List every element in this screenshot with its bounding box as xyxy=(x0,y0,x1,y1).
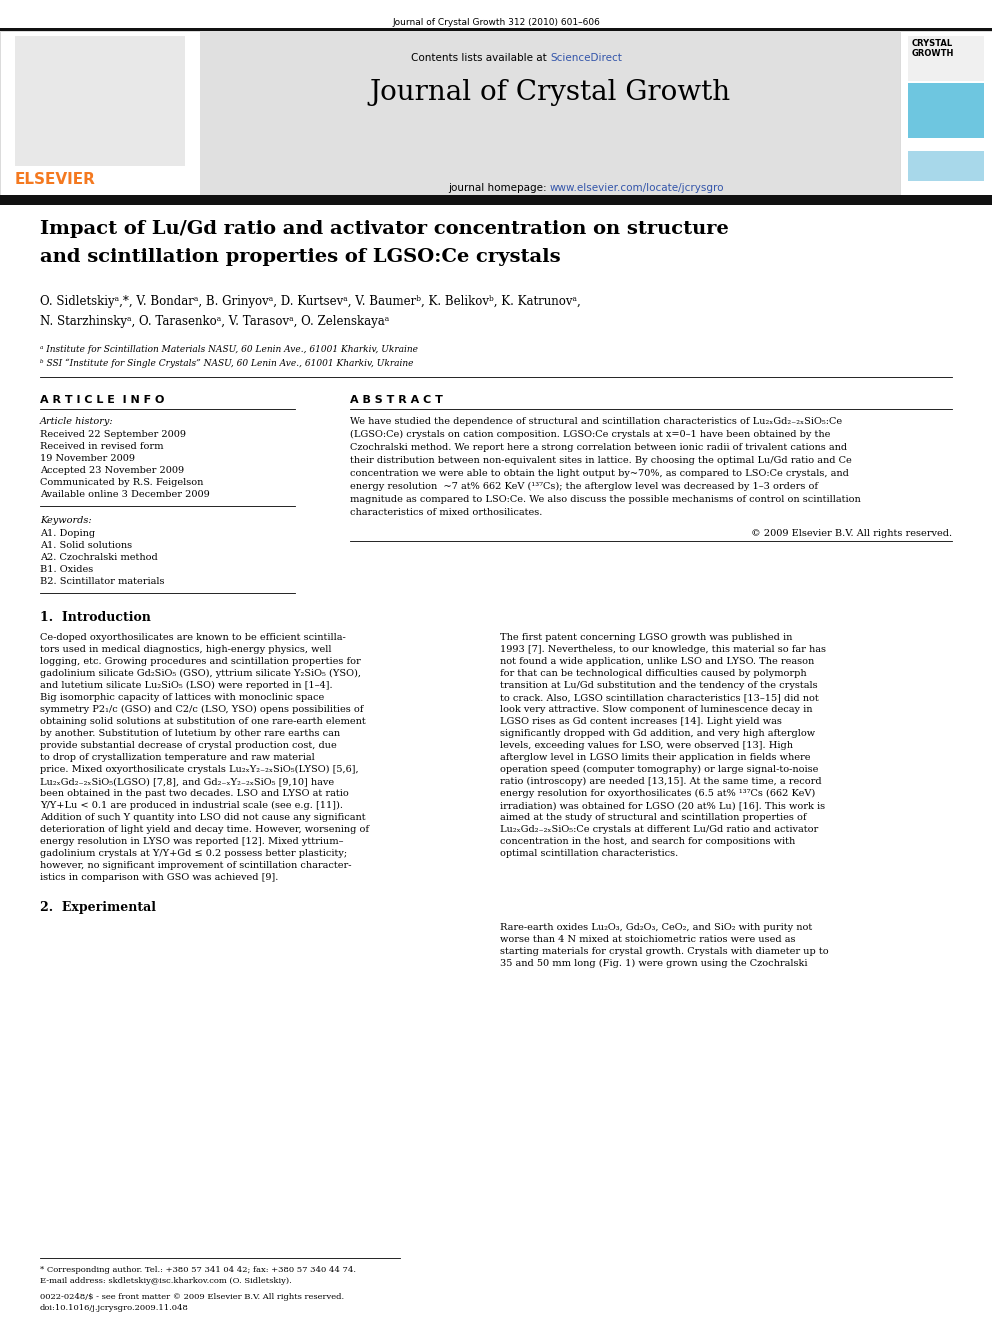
Text: Rare-earth oxides Lu₂O₃, Gd₂O₃, CeO₂, and SiO₂ with purity not: Rare-earth oxides Lu₂O₃, Gd₂O₃, CeO₂, an… xyxy=(500,923,812,931)
Text: E-mail address: skdletskiy@isc.kharkov.com (O. Sidletskiy).: E-mail address: skdletskiy@isc.kharkov.c… xyxy=(40,1277,292,1285)
Text: We have studied the dependence of structural and scintillation characteristics o: We have studied the dependence of struct… xyxy=(350,417,842,426)
Text: istics in comparison with GSO was achieved [9].: istics in comparison with GSO was achiev… xyxy=(40,873,279,882)
Text: price. Mixed oxyorthosilicate crystals Lu₂ₓY₂₋₂ₓSiO₅(LYSO) [5,6],: price. Mixed oxyorthosilicate crystals L… xyxy=(40,765,359,774)
Bar xyxy=(0,28,992,30)
Text: and lutetium silicate Lu₂SiO₅ (LSO) were reported in [1–4].: and lutetium silicate Lu₂SiO₅ (LSO) were… xyxy=(40,681,332,691)
Bar xyxy=(908,142,984,149)
Text: Keywords:: Keywords: xyxy=(40,516,91,525)
Text: tors used in medical diagnostics, high-energy physics, well: tors used in medical diagnostics, high-e… xyxy=(40,646,331,654)
Text: concentration we were able to obtain the light output by~70%, as compared to LSO: concentration we were able to obtain the… xyxy=(350,468,849,478)
Text: journal homepage:: journal homepage: xyxy=(448,183,550,193)
Text: by another. Substitution of lutetium by other rare earths can: by another. Substitution of lutetium by … xyxy=(40,729,340,738)
Text: Ce-doped oxyorthosilicates are known to be efficient scintilla-: Ce-doped oxyorthosilicates are known to … xyxy=(40,632,346,642)
Bar xyxy=(900,30,992,194)
Text: Accepted 23 November 2009: Accepted 23 November 2009 xyxy=(40,466,185,475)
Bar xyxy=(15,36,185,165)
Text: energy resolution in LYSO was reported [12]. Mixed yttrium–: energy resolution in LYSO was reported [… xyxy=(40,837,343,845)
Text: A1. Solid solutions: A1. Solid solutions xyxy=(40,541,132,550)
Text: obtaining solid solutions at substitution of one rare-earth element: obtaining solid solutions at substitutio… xyxy=(40,717,366,726)
Text: CRYSTAL
GROWTH: CRYSTAL GROWTH xyxy=(912,38,954,58)
Text: Article history:: Article history: xyxy=(40,417,114,426)
Text: The first patent concerning LGSO growth was published in: The first patent concerning LGSO growth … xyxy=(500,632,793,642)
Text: B2. Scintillator materials: B2. Scintillator materials xyxy=(40,577,165,586)
Text: Received 22 September 2009: Received 22 September 2009 xyxy=(40,430,186,439)
Text: deterioration of light yield and decay time. However, worsening of: deterioration of light yield and decay t… xyxy=(40,826,369,833)
Text: Addition of such Y quantity into LSO did not cause any significant: Addition of such Y quantity into LSO did… xyxy=(40,814,366,822)
Text: gadolinium crystals at Y/Y+Gd ≤ 0.2 possess better plasticity;: gadolinium crystals at Y/Y+Gd ≤ 0.2 poss… xyxy=(40,849,347,859)
Text: Received in revised form: Received in revised form xyxy=(40,442,164,451)
Text: ᵇ SSI “Institute for Single Crystals” NASU, 60 Lenin Ave., 61001 Kharkiv, Ukrain: ᵇ SSI “Institute for Single Crystals” NA… xyxy=(40,359,414,368)
Text: energy resolution  ~7 at% 662 KeV (¹³⁷Cs); the afterglow level was decreased by : energy resolution ~7 at% 662 KeV (¹³⁷Cs)… xyxy=(350,482,818,491)
Text: ratio (introscopy) are needed [13,15]. At the same time, a record: ratio (introscopy) are needed [13,15]. A… xyxy=(500,777,821,786)
Text: Y/Y+Lu < 0.1 are produced in industrial scale (see e.g. [11]).: Y/Y+Lu < 0.1 are produced in industrial … xyxy=(40,800,343,810)
Text: irradiation) was obtained for LGSO (20 at% Lu) [16]. This work is: irradiation) was obtained for LGSO (20 a… xyxy=(500,800,825,810)
Text: A R T I C L E  I N F O: A R T I C L E I N F O xyxy=(40,396,165,405)
Text: transition at Lu/Gd substitution and the tendency of the crystals: transition at Lu/Gd substitution and the… xyxy=(500,681,817,691)
Text: energy resolution for oxyorthosilicates (6.5 at% ¹³⁷Cs (662 KeV): energy resolution for oxyorthosilicates … xyxy=(500,789,815,798)
Text: characteristics of mixed orthosilicates.: characteristics of mixed orthosilicates. xyxy=(350,508,543,517)
Text: to drop of crystallization temperature and raw material: to drop of crystallization temperature a… xyxy=(40,753,314,762)
Text: Impact of Lu/Gd ratio and activator concentration on structure: Impact of Lu/Gd ratio and activator conc… xyxy=(40,220,729,238)
Text: * Corresponding author. Tel.: +380 57 341 04 42; fax: +380 57 340 44 74.: * Corresponding author. Tel.: +380 57 34… xyxy=(40,1266,356,1274)
Text: N. Starzhinskyᵃ, O. Tarasenkoᵃ, V. Tarasovᵃ, O. Zelenskayaᵃ: N. Starzhinskyᵃ, O. Tarasenkoᵃ, V. Taras… xyxy=(40,315,389,328)
Text: A B S T R A C T: A B S T R A C T xyxy=(350,396,442,405)
Text: Big isomorphic capacity of lattices with monoclinic space: Big isomorphic capacity of lattices with… xyxy=(40,693,324,703)
Text: B1. Oxides: B1. Oxides xyxy=(40,565,93,574)
Text: Communicated by R.S. Feigelson: Communicated by R.S. Feigelson xyxy=(40,478,203,487)
Text: levels, exceeding values for LSO, were observed [13]. High: levels, exceeding values for LSO, were o… xyxy=(500,741,793,750)
Text: Journal of Crystal Growth 312 (2010) 601–606: Journal of Crystal Growth 312 (2010) 601… xyxy=(392,19,600,26)
Bar xyxy=(908,151,984,181)
Text: ELSEVIER: ELSEVIER xyxy=(15,172,96,187)
Text: and scintillation properties of LGSO:Ce crystals: and scintillation properties of LGSO:Ce … xyxy=(40,247,560,266)
Text: concentration in the host, and search for compositions with: concentration in the host, and search fo… xyxy=(500,837,796,845)
Text: ᵃ Institute for Scintillation Materials NASU, 60 Lenin Ave., 61001 Kharkiv, Ukra: ᵃ Institute for Scintillation Materials … xyxy=(40,345,418,355)
Text: 2.  Experimental: 2. Experimental xyxy=(40,901,156,914)
Text: significantly dropped with Gd addition, and very high afterglow: significantly dropped with Gd addition, … xyxy=(500,729,815,738)
Text: 1.  Introduction: 1. Introduction xyxy=(40,611,151,624)
Text: magnitude as compared to LSO:Ce. We also discuss the possible mechanisms of cont: magnitude as compared to LSO:Ce. We also… xyxy=(350,495,861,504)
Text: gadolinium silicate Gd₂SiO₅ (GSO), yttrium silicate Y₂SiO₅ (YSO),: gadolinium silicate Gd₂SiO₅ (GSO), yttri… xyxy=(40,669,361,679)
Text: worse than 4 N mixed at stoichiometric ratios were used as: worse than 4 N mixed at stoichiometric r… xyxy=(500,935,796,945)
Text: operation speed (computer tomography) or large signal-to-noise: operation speed (computer tomography) or… xyxy=(500,765,818,774)
Text: Lu₂ₓGd₂₋₂ₓSiO₅:Ce crystals at different Lu/Gd ratio and activator: Lu₂ₓGd₂₋₂ₓSiO₅:Ce crystals at different … xyxy=(500,826,818,833)
Text: ScienceDirect: ScienceDirect xyxy=(550,53,622,64)
Text: starting materials for crystal growth. Crystals with diameter up to: starting materials for crystal growth. C… xyxy=(500,947,828,957)
Text: Journal of Crystal Growth: Journal of Crystal Growth xyxy=(369,79,730,106)
Text: www.elsevier.com/locate/jcrysgro: www.elsevier.com/locate/jcrysgro xyxy=(550,183,724,193)
Text: A1. Doping: A1. Doping xyxy=(40,529,95,538)
Bar xyxy=(0,30,200,194)
Text: © 2009 Elsevier B.V. All rights reserved.: © 2009 Elsevier B.V. All rights reserved… xyxy=(751,529,952,538)
Bar xyxy=(0,194,992,205)
Text: 35 and 50 mm long (Fig. 1) were grown using the Czochralski: 35 and 50 mm long (Fig. 1) were grown us… xyxy=(500,959,807,968)
Text: A2. Czochralski method: A2. Czochralski method xyxy=(40,553,158,562)
Text: 19 November 2009: 19 November 2009 xyxy=(40,454,135,463)
Text: been obtained in the past two decades. LSO and LYSO at ratio: been obtained in the past two decades. L… xyxy=(40,789,349,798)
Text: aimed at the study of structural and scintillation properties of: aimed at the study of structural and sci… xyxy=(500,814,806,822)
Text: Contents lists available at: Contents lists available at xyxy=(411,53,550,64)
Bar xyxy=(908,36,984,81)
Text: O. Sidletskiyᵃ,*, V. Bondarᵃ, B. Grinyovᵃ, D. Kurtsevᵃ, V. Baumerᵇ, K. Belikovᵇ,: O. Sidletskiyᵃ,*, V. Bondarᵃ, B. Grinyov… xyxy=(40,295,580,308)
Bar xyxy=(908,83,984,138)
Text: to crack. Also, LGSO scintillation characteristics [13–15] did not: to crack. Also, LGSO scintillation chara… xyxy=(500,693,818,703)
Text: doi:10.1016/j.jcrysgro.2009.11.048: doi:10.1016/j.jcrysgro.2009.11.048 xyxy=(40,1304,188,1312)
Text: Lu₂ₓGd₂₋₂ₓSiO₅(LGSO) [7,8], and Gd₂₋ₓY₂₋₂ₓSiO₅ [9,10] have: Lu₂ₓGd₂₋₂ₓSiO₅(LGSO) [7,8], and Gd₂₋ₓY₂₋… xyxy=(40,777,334,786)
Text: look very attractive. Slow component of luminescence decay in: look very attractive. Slow component of … xyxy=(500,705,812,714)
Text: not found a wide application, unlike LSO and LYSO. The reason: not found a wide application, unlike LSO… xyxy=(500,658,814,665)
Text: their distribution between non-equivalent sites in lattice. By choosing the opti: their distribution between non-equivalen… xyxy=(350,456,852,464)
Text: however, no significant improvement of scintillation character-: however, no significant improvement of s… xyxy=(40,861,351,871)
Text: (LGSO:Ce) crystals on cation composition. LGSO:Ce crystals at x=0–1 have been ob: (LGSO:Ce) crystals on cation composition… xyxy=(350,430,830,439)
Text: symmetry P2₁/c (GSO) and C2/c (LSO, YSO) opens possibilities of: symmetry P2₁/c (GSO) and C2/c (LSO, YSO)… xyxy=(40,705,363,714)
Text: Available online 3 December 2009: Available online 3 December 2009 xyxy=(40,490,209,499)
Bar xyxy=(200,30,900,194)
Text: optimal scintillation characteristics.: optimal scintillation characteristics. xyxy=(500,849,679,859)
Text: LGSO rises as Gd content increases [14]. Light yield was: LGSO rises as Gd content increases [14].… xyxy=(500,717,782,726)
Text: for that can be technological difficulties caused by polymorph: for that can be technological difficulti… xyxy=(500,669,806,677)
Text: Czochralski method. We report here a strong correlation between ionic radii of t: Czochralski method. We report here a str… xyxy=(350,443,847,452)
Text: 1993 [7]. Nevertheless, to our knowledge, this material so far has: 1993 [7]. Nevertheless, to our knowledge… xyxy=(500,646,826,654)
Text: logging, etc. Growing procedures and scintillation properties for: logging, etc. Growing procedures and sci… xyxy=(40,658,361,665)
Text: provide substantial decrease of crystal production cost, due: provide substantial decrease of crystal … xyxy=(40,741,336,750)
Text: afterglow level in LGSO limits their application in fields where: afterglow level in LGSO limits their app… xyxy=(500,753,810,762)
Text: 0022-0248/$ - see front matter © 2009 Elsevier B.V. All rights reserved.: 0022-0248/$ - see front matter © 2009 El… xyxy=(40,1293,344,1301)
